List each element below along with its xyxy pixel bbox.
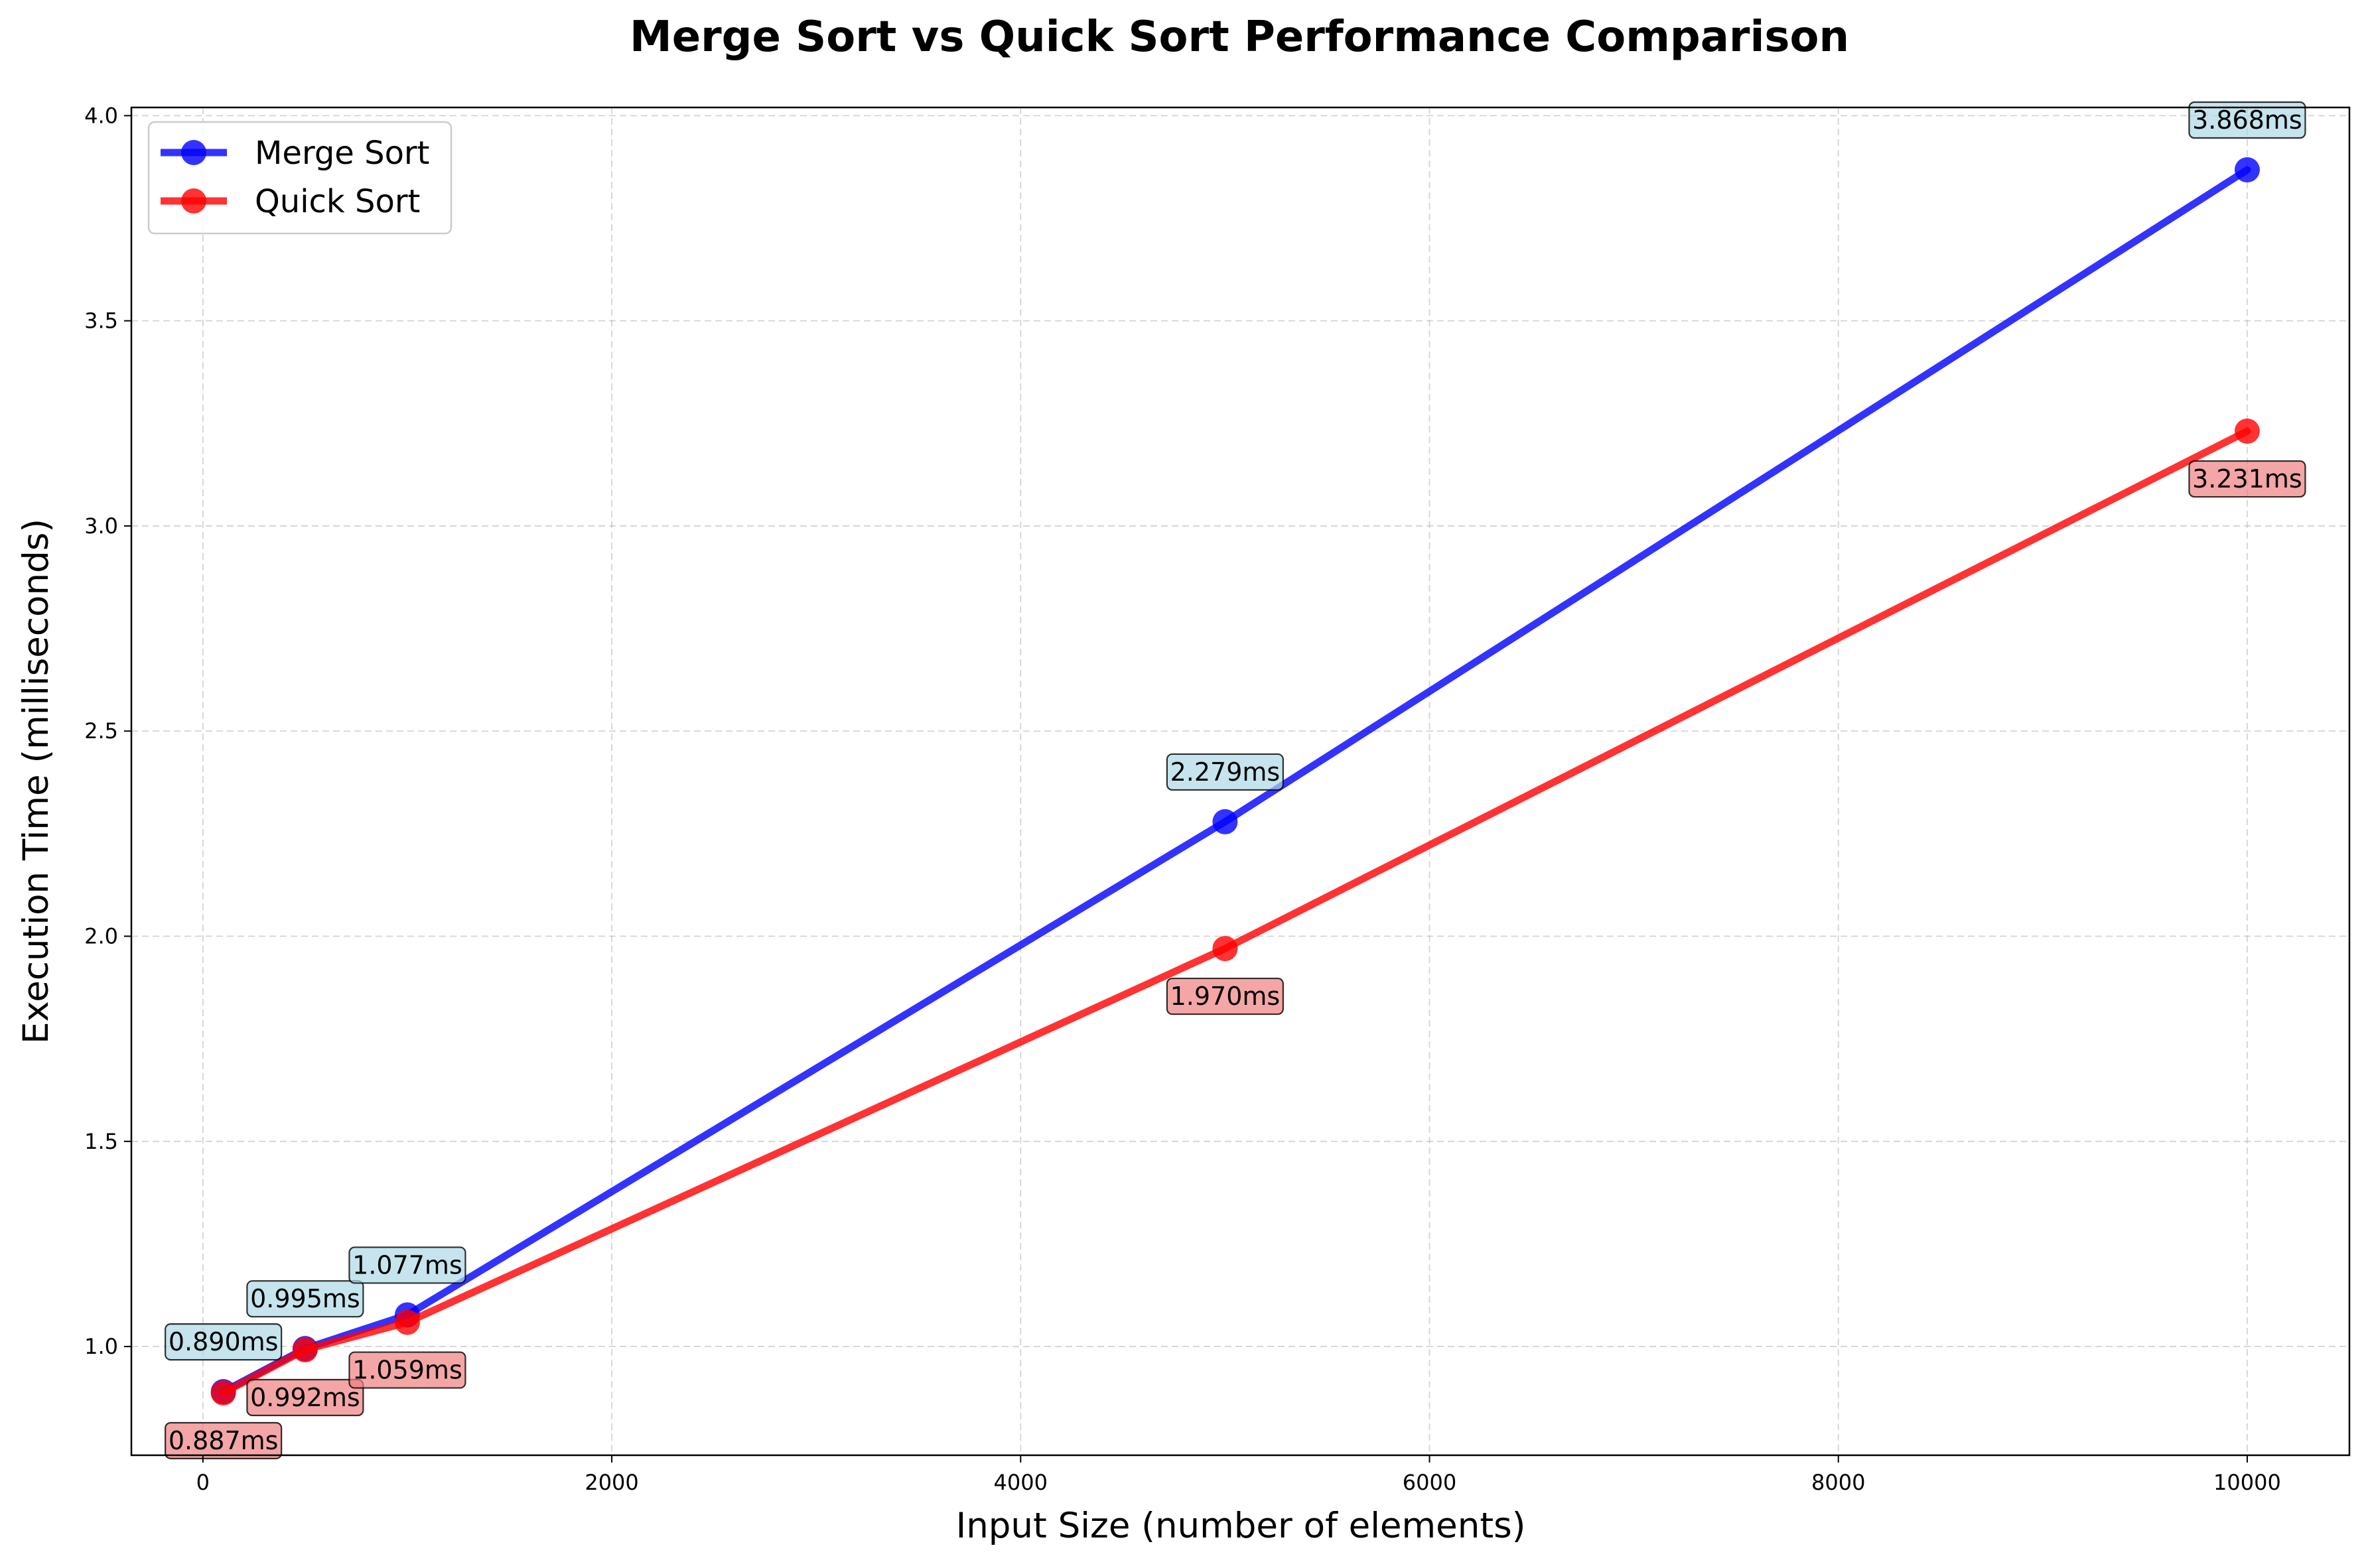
y-tick-label: 1.5 [84,1129,118,1154]
merge-sort-label-box [2188,101,2306,139]
quick-sort-label-box [165,1421,283,1460]
legend-quick-sort-marker [181,188,206,214]
y-tick-label: 3.0 [84,513,118,539]
quick-sort-point [292,1337,318,1363]
y-tick-label: 2.5 [84,718,118,744]
quick-sort-data-label: 3.231ms [2192,464,2302,493]
annotation-layer: 0.890ms 0.995ms 1.077ms 2.279ms 3.868ms 0.887… [165,101,2306,1460]
quick-sort-point [394,1309,420,1335]
merge-sort-label-box [165,1323,283,1361]
merge-sort-data-label: 0.995ms [250,1284,360,1313]
quick-sort-data-label: 0.992ms [250,1383,360,1412]
chart-title: Merge Sort vs Quick Sort Performance Com… [630,13,1849,62]
quick-sort-label-box [348,1351,466,1389]
merge-sort-label-box [246,1280,364,1318]
merge-sort-data-label: 2.279ms [1170,757,1281,787]
plot-frame [130,106,2351,1457]
merge-sort-data-label: 0.890ms [169,1327,279,1356]
legend: Merge Sort Quick Sort [147,121,453,235]
x-tick-label: 4000 [994,1470,1048,1495]
quick-sort-point [1212,936,1238,962]
y-tick-label: 1.0 [84,1334,118,1359]
x-tick-label: 6000 [1403,1470,1456,1495]
grid-layer [131,107,2349,1455]
merge-sort-data-label: 3.868ms [2192,105,2302,135]
y-tick-label: 2.0 [84,924,118,949]
quick-sort-data-label: 0.887ms [169,1426,279,1455]
y-tick-label: 4.0 [84,103,118,128]
legend-merge-sort-label: Merge Sort [255,135,429,172]
x-axis-title: Input Size (number of elements) [956,1506,1526,1546]
quick-sort-point [210,1380,236,1405]
legend-quick-sort-label: Quick Sort [255,183,420,220]
legend-merge-sort-marker [181,140,206,165]
x-tick-label: 0 [196,1470,210,1495]
x-tick-label: 2000 [585,1470,638,1495]
merge-sort-label-box [1166,753,1284,791]
merge-sort-data-label: 1.077ms [352,1250,462,1279]
quick-sort-point [2234,419,2260,444]
merge-sort-label-box [348,1246,466,1284]
quick-sort-data-label: 1.059ms [352,1356,462,1385]
quick-sort-label-box [1166,977,1284,1015]
quick-sort-data-label: 1.970ms [1170,982,1281,1011]
tick-layer: 0 2000 4000 6000 8000 10000 1.0 1.5 2.0 2.5 3.0 3.5… [84,103,2281,1495]
x-tick-label: 8000 [1811,1470,1865,1495]
x-tick-label: 10000 [2213,1470,2281,1495]
y-tick-label: 3.5 [84,308,118,334]
merge-sort-point [1212,809,1238,834]
y-axis-title: Execution Time (milliseconds) [16,519,56,1044]
quick-sort-label-box [2188,460,2306,498]
series-layer [210,157,2260,1405]
merge-sort-point [2234,157,2260,183]
quick-sort-label-box [246,1378,364,1417]
